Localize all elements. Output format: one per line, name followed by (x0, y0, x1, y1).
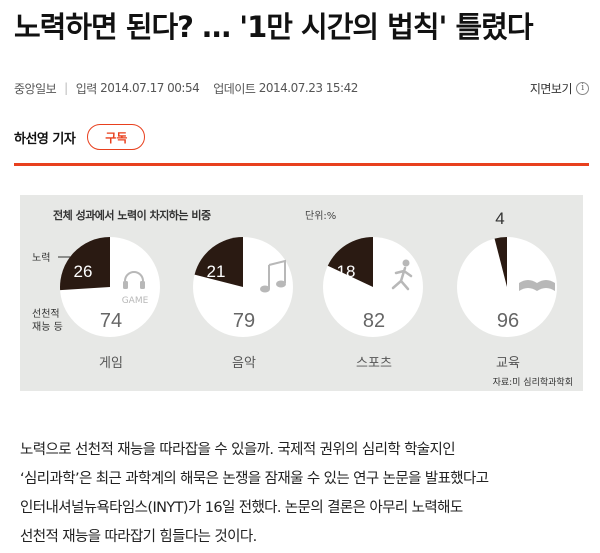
legend-talent-label-1: 선천적 (32, 308, 60, 320)
update-date: 2014.07.23 15:42 (258, 81, 359, 95)
music-note-icon (260, 285, 270, 293)
chart-title: 전체 성과에서 노력이 차지하는 비중 (53, 208, 211, 222)
body-line: 노력으로 선천적 재능을 따라잡을 수 있을까. 국제적 권위의 심리학 학술지… (20, 442, 456, 458)
game-icon-text: GAME (122, 296, 149, 306)
headphones-icon (123, 281, 128, 289)
reporter-name[interactable]: 하선영 기자 (14, 131, 76, 147)
pie-charts: 전체 성과에서 노력이 차지하는 비중 단위:% 노력 선천적 재능 등 자료:… (32, 208, 573, 388)
category-label: 스포츠 (356, 356, 392, 371)
article-meta: 중앙일보 | 입력 2014.07.17 00:54 업데이트 2014.07.… (14, 78, 589, 98)
pie-talent-label: 82 (363, 310, 385, 332)
pie-effort-slice (60, 237, 110, 291)
info-icon[interactable]: i (576, 81, 589, 95)
infographic: 전체 성과에서 노력이 차지하는 비중 단위:% 노력 선천적 재능 등 자료:… (20, 195, 583, 391)
music-note-icon (276, 280, 286, 288)
print-view-link[interactable]: 지면보기 i (530, 80, 589, 97)
body-line: 선천적 재능을 따라잡기 힘들다는 것이다. (20, 529, 257, 545)
subscribe-button[interactable]: 구독 (87, 124, 146, 150)
category-label: 교육 (496, 356, 520, 371)
byline: 하선영 기자 구독 (14, 124, 146, 150)
category-label: 게임 (99, 356, 123, 371)
pie-effort-slice (494, 237, 507, 287)
pie-effort-slice (327, 237, 373, 287)
pie-talent-label: 74 (100, 310, 122, 332)
headphones-icon (124, 271, 144, 282)
divider-line (14, 163, 589, 166)
input-date: 2014.07.17 00:54 (100, 81, 200, 95)
article-headline: 노력하면 된다? … '1만 시간의 법칙' 틀렸다 (14, 10, 534, 44)
pie-effort-label: 18 (337, 262, 356, 281)
chart-unit: 단위:% (305, 209, 336, 222)
runner-icon (402, 259, 410, 267)
print-view-label: 지면보기 (529, 81, 573, 96)
legend-talent-label-2: 재능 등 (32, 321, 63, 333)
headphones-icon (140, 281, 145, 289)
pie-talent-label: 79 (233, 310, 255, 332)
meta-divider: | (64, 81, 68, 95)
category-label: 음악 (232, 356, 256, 371)
source-name[interactable]: 중앙일보 (14, 81, 57, 96)
article-body: 노력으로 선천적 재능을 따라잡을 수 있을까. 국제적 권위의 심리학 학술지… (20, 436, 595, 552)
chart-source: 자료:미 심리학과학회 (493, 377, 573, 388)
pie-effort-label: 21 (207, 262, 226, 281)
update-label: 업데이트 (213, 81, 256, 96)
pie-effort-slice (194, 237, 243, 287)
music-note-icon (268, 259, 286, 289)
input-label: 입력 (75, 81, 98, 96)
pie-effort-label: 4 (495, 209, 504, 228)
book-icon (519, 280, 555, 291)
pie-talent-label: 96 (497, 310, 519, 332)
legend-effort-label: 노력 (32, 252, 50, 264)
pie-effort-label: 26 (74, 262, 93, 281)
body-line: ‘심리과학’은 최근 과학계의 해묵은 논쟁을 잠재울 수 있는 연구 논문을 … (20, 471, 489, 487)
body-line: 인터내셔널뉴욕타임스(INYT)가 16일 전했다. 논문의 결론은 아무리 노… (20, 500, 463, 516)
runner-icon (391, 266, 413, 291)
